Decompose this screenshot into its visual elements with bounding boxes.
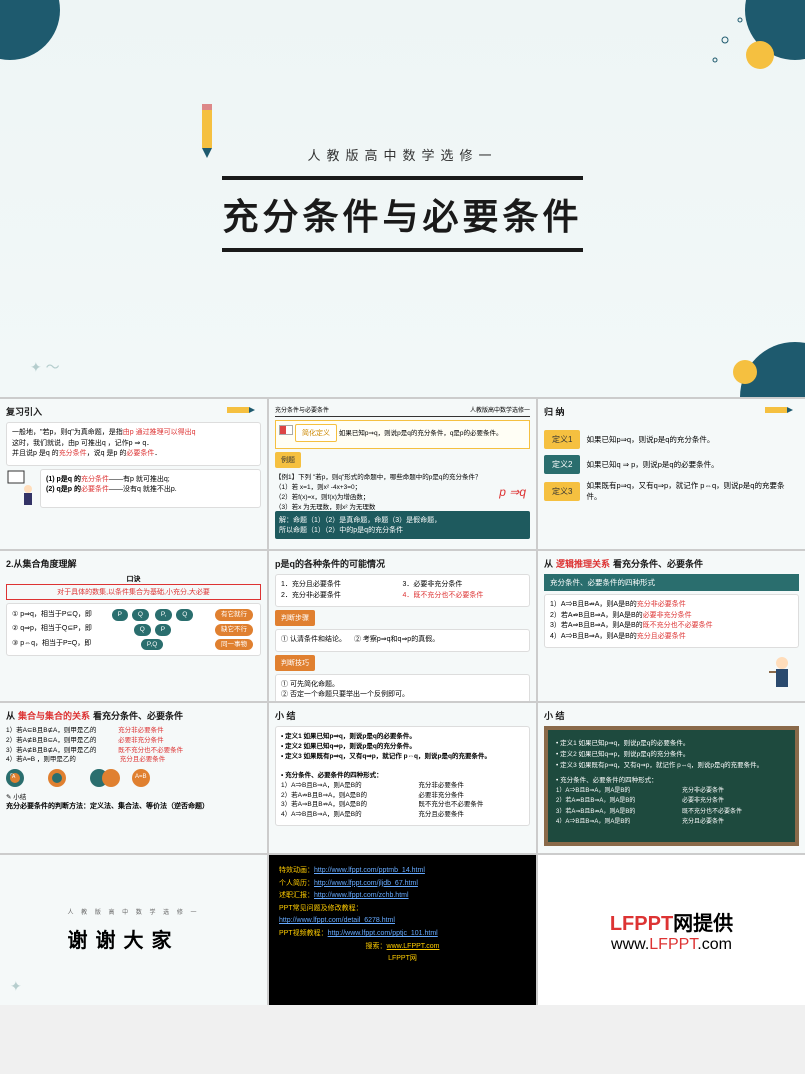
slide-header: 小 结 [544, 709, 799, 722]
relations-list: 1）若A⊆B且B⊈A，则甲是乙的 充分非必要条件 2）若A⊈B且B⊆A，则甲是乙… [6, 726, 261, 765]
skill-label: 判断技巧 [275, 655, 315, 671]
book-icon [279, 425, 293, 435]
slide-conditions: p是q的各种条件的可能情况 1．充分且必要条件3．必要非充分条件 2．充分非必要… [269, 551, 536, 701]
definition-box: 简化定义 如果已知p⇒q，则说p是q的充分条件，q是p的必要条件。 [275, 420, 530, 449]
slide-thanks: 人 教 版 高 中 数 学 选 修 一 谢谢大家 ✦ [0, 855, 267, 1005]
formula: p ⇒q [495, 481, 530, 511]
steps-box: ① 认清条件和结论。② 考察p⇒q和q⇒p的真假。 [275, 629, 530, 652]
example-section: 例题 【例1】下列 "若p，则q"形式的命题中，哪些命题中的p是q的充分条件？ … [275, 452, 530, 511]
slide-set-perspective: 2.从集合角度理解 口诀 对于具体的数集,以条件集合为基础,小充分,大必要 ① … [0, 551, 267, 701]
chalkboard: • 定义1 如果已知p⇒q，则说p是q的必要条件。 • 定义2 如果已知q⇒p，… [544, 726, 799, 846]
slide-summary-1: 小 结 • 定义1 如果已知p⇒q，则说p是q的必要条件。 • 定义2 如果已知… [269, 703, 536, 853]
link[interactable]: http://www.lfppt.com/pptmb_14.html [314, 867, 425, 874]
corner-decoration-tr [665, 0, 805, 100]
corner-decoration-br [665, 297, 805, 397]
slide-review: 复习引入 一般地，"若p，则q"为真命题，是指由p 通过推理可以得出q 这时，我… [0, 399, 267, 549]
link[interactable]: http://www.lfppt.com/zchb.html [314, 892, 409, 899]
venn-diagrams: BA A=B [6, 769, 261, 787]
rules-box: (1) p是q 的充分条件——有p 就可推出q; (2) q是p 的必要条件——… [40, 469, 261, 508]
slide-links: 特效动画：http://www.lfppt.com/pptmb_14.html … [269, 855, 536, 1005]
breadcrumb-right: 人教版高中数学选修一 [470, 405, 530, 414]
slide-header: 小 结 [275, 709, 530, 722]
def-row-2: 定义2 如果已知q ⇒ p，则说p是q的必要条件。 [544, 455, 799, 474]
breadcrumb: 充分条件与必要条件 [275, 405, 329, 414]
slide-header: 从逻辑推理关系看充分条件、必要条件 [544, 557, 799, 570]
scribble-decoration: ✦ ～ [30, 357, 60, 377]
step-label: 判断步骤 [275, 610, 315, 626]
slide-lfppt: LFPPT网提供 www.LFPPT.com [538, 855, 805, 1005]
title-slide: ✦ ～ 人教版高中数学选修一 充分条件与必要条件 [0, 0, 805, 397]
slide-example: 充分条件与必要条件 人教版高中数学选修一 简化定义 如果已知p⇒q，则说p是q的… [269, 399, 536, 549]
slide-set-relations: 从集合与集合的关系看充分条件、必要条件 1）若A⊆B且B⊈A，则甲是乙的 充分非… [0, 703, 267, 853]
pencil-icon [765, 403, 795, 419]
teacher-icon [767, 653, 797, 693]
slide-header: 归 纳 [544, 405, 799, 418]
link[interactable]: http://www.lfppt.com/detail_6278.html [279, 917, 395, 924]
note-text: 充分必要条件的判断方法：定义法、集合法、等价法（逆否命题） [6, 801, 261, 811]
lfppt-url: www.LFPPT.com [611, 936, 732, 954]
slide-header: 从集合与集合的关系看充分条件、必要条件 [6, 709, 261, 722]
slide-header: p是q的各种条件的可能情况 [275, 557, 530, 570]
subtitle: 人教版高中数学选修一 [307, 145, 497, 164]
section-bar: 充分条件、必要条件的四种形式 [544, 574, 799, 591]
slide-logic: 从逻辑推理关系看充分条件、必要条件 充分条件、必要条件的四种形式 1）A⇒B且B… [538, 551, 805, 701]
link[interactable]: http://www.lfppt.com/jljdb_67.html [314, 880, 418, 887]
pencil-icon [227, 403, 257, 419]
answer-box: 解：命题（1）（2）是真命题，命题（3）是假命题， 所以命题（1）（2）中的p是… [275, 511, 530, 539]
link[interactable]: http://www.lfppt.com/pptjc_101.html [328, 930, 438, 937]
summary-box: • 定义1 如果已知p⇒q，则说p是q的必要条件。 • 定义2 如果已知q⇒p，… [275, 726, 530, 826]
slide-summary-board: 小 结 • 定义1 如果已知p⇒q，则说p是q的必要条件。 • 定义2 如果已知… [538, 703, 805, 853]
def-row-1: 定义1 如果已知p⇒q，则说p是q的充分条件。 [544, 430, 799, 449]
thanks-subtitle: 人 教 版 高 中 数 学 选 修 一 [67, 907, 199, 916]
rules-box: ① p⇒q，相当于P⊆Q，即 PQ P,Q 有它就行 ② q⇒p，相当于Q⊆P，… [6, 603, 261, 656]
items-box: 1．充分且必要条件3．必要非充分条件 2．充分非必要条件4．既不充分也不必要条件 [275, 574, 530, 607]
lfppt-logo: LFPPT网提供 [610, 907, 733, 936]
slide-header: 复习引入 [6, 405, 261, 418]
def-row-3: 定义3 如果既有p⇒q，又有q⇒p，就记作 p⇔q，则说p是q的充要条件。 [544, 480, 799, 502]
forms-box: 1）A⇒B且B⇏A，则A是B的充分非必要条件 2）若A⇏B且B⇒A，则A是B的必… [544, 594, 799, 648]
main-title: 充分条件与必要条件 [222, 176, 582, 252]
slide-header: 2.从集合角度理解 [6, 557, 261, 570]
content-box: 一般地，"若p，则q"为真命题，是指由p 通过推理可以得出q 这时，我们就说，由… [6, 422, 261, 466]
pencil-icon [200, 100, 214, 160]
tip-box: 口诀 对于具体的数集,以条件集合为基础,小充分,大必要 [6, 574, 261, 600]
thanks-text: 谢谢大家 [67, 924, 199, 953]
teacher-icon [6, 469, 36, 511]
scribble-decoration: ✦ [10, 978, 22, 995]
corner-decoration-tl [0, 0, 120, 80]
skills-box: ① 可先简化命题。 ② 否定一个命题只要举出一个反例即可。 ③ 将命题转化为等价… [275, 674, 530, 702]
slide-summary-defs: 归 纳 定义1 如果已知p⇒q，则说p是q的充分条件。 定义2 如果已知q ⇒ … [538, 399, 805, 549]
note-label: ✎ 小结 [6, 791, 261, 801]
